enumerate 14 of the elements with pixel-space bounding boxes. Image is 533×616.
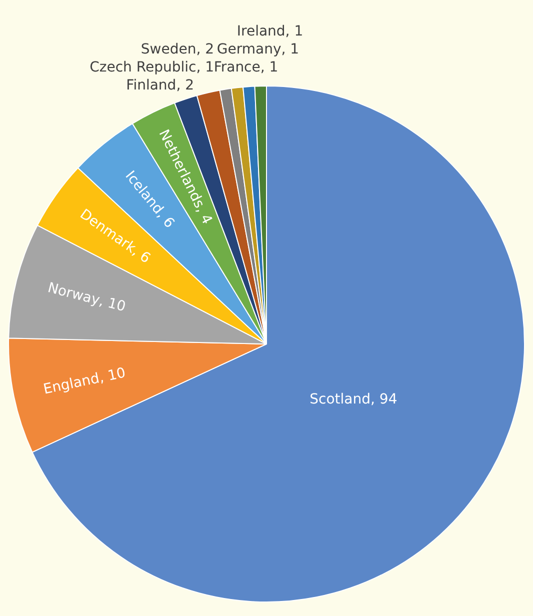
data-label: , 2: [176, 78, 194, 94]
slice-label: Germany: [216, 42, 282, 58]
data-label: , 1: [285, 24, 304, 40]
data-label: , 1: [196, 60, 214, 76]
data-label: , 1: [260, 60, 278, 76]
data-label: , 2: [196, 42, 214, 58]
slice-label: France: [214, 60, 260, 76]
data-label: , 94: [370, 391, 398, 408]
slice-label: Ireland: [236, 24, 286, 40]
data-label: , 1: [281, 42, 300, 58]
slice-label: Finland: [126, 78, 176, 94]
slice-label: Scotland: [310, 391, 371, 408]
slice-label: Czech Republic: [90, 60, 196, 76]
slice-label: Sweden: [140, 42, 196, 58]
